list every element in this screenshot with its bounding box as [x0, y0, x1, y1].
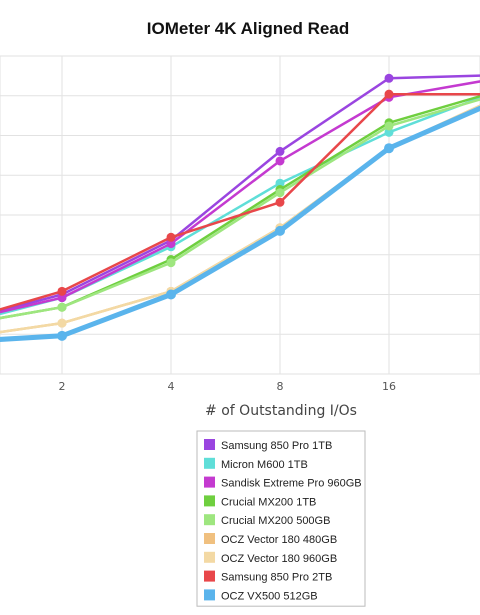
x-tick-label: 16 [382, 380, 396, 393]
legend-label: Micron M600 1TB [221, 459, 308, 471]
x-axis-ticks: 2 4 8 16 [59, 380, 397, 393]
data-point [166, 258, 176, 268]
data-point [384, 121, 394, 131]
series-9 [0, 105, 480, 342]
legend-label: Crucial MX200 1TB [221, 496, 316, 508]
legend-swatch [204, 551, 215, 563]
legend-item: Samsung 850 Pro 2TB [204, 570, 332, 584]
series-line [0, 98, 480, 320]
data-point [384, 127, 394, 137]
series-5 [0, 98, 480, 320]
legend-swatch [204, 495, 215, 507]
series-line [0, 105, 480, 342]
data-point [275, 197, 285, 207]
legend: Samsung 850 Pro 1TB Micron M600 1TB Sandis… [196, 430, 366, 607]
legend-item: Samsung 850 Pro 1TB [204, 439, 332, 452]
series-layer [0, 73, 480, 342]
legend-label: OCZ Vector 180 480GB [221, 534, 337, 546]
data-point [275, 225, 285, 236]
x-tick-label: 8 [277, 380, 284, 393]
data-point [384, 143, 394, 154]
data-point [275, 156, 285, 166]
data-point [166, 239, 176, 249]
legend-label: OCZ Vector 180 960GB [221, 553, 337, 565]
legend-label: Sandisk Extreme Pro 960GB [221, 478, 362, 490]
legend-item: OCZ VX500 512GB [204, 589, 318, 602]
data-point [384, 89, 394, 99]
legend-item: Crucial MX200 1TB [204, 495, 316, 508]
legend-item: OCZ Vector 180 480GB [204, 533, 337, 546]
series-2 [0, 96, 480, 316]
legend-swatch [204, 533, 215, 544]
legend-swatch [204, 514, 215, 526]
x-tick-label: 4 [168, 380, 175, 393]
legend-label: OCZ VX500 512GB [221, 590, 318, 602]
series-line [0, 92, 480, 311]
legend-swatch [204, 570, 215, 582]
data-point [57, 330, 67, 341]
data-point [166, 232, 176, 242]
data-point [166, 289, 176, 300]
legend-swatch [204, 476, 215, 488]
data-point [57, 318, 67, 328]
data-point [57, 293, 67, 303]
legend-item: Micron M600 1TB [204, 457, 308, 471]
x-axis-label: # of Outstanding I/Os [205, 403, 357, 419]
data-point [57, 302, 67, 312]
data-point [275, 146, 285, 156]
x-tick-label: 2 [59, 380, 66, 393]
legend-item: OCZ Vector 180 960GB [204, 551, 337, 565]
series-line [0, 96, 480, 316]
series-line [0, 74, 480, 313]
legend-label: Samsung 850 Pro 2TB [221, 572, 332, 584]
legend-box [196, 430, 366, 607]
legend-label: Crucial MX200 500GB [221, 515, 330, 527]
series-8 [0, 89, 480, 311]
data-point [384, 73, 394, 83]
legend-label: Samsung 850 Pro 1TB [221, 440, 332, 452]
legend-swatch [204, 457, 215, 469]
legend-swatch [204, 439, 215, 450]
data-point [275, 188, 285, 198]
legend-item: Crucial MX200 500GB [204, 514, 330, 527]
legend-swatch [204, 589, 215, 601]
data-point [275, 178, 285, 188]
legend-item: Sandisk Extreme Pro 960GB [204, 476, 362, 490]
chart-title: IOMeter 4K Aligned Read [147, 19, 349, 38]
data-point [57, 286, 67, 296]
